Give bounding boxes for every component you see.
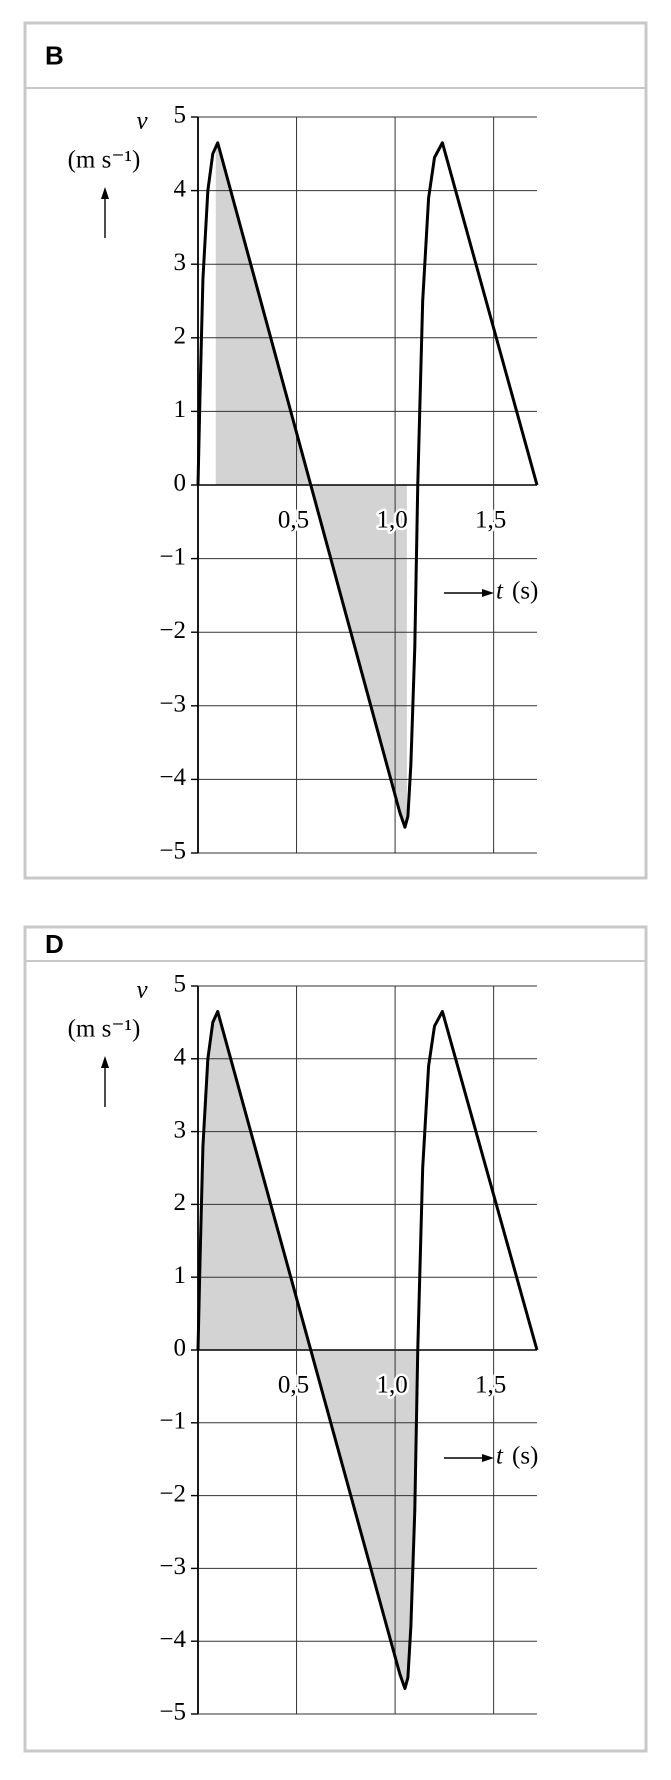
y-tick-label: 3 <box>174 249 187 276</box>
y-tick-label: −5 <box>159 1699 186 1726</box>
y-label: v <box>136 977 148 1004</box>
y-tick-label: 2 <box>174 323 187 350</box>
x-tick-label: 0,5 <box>278 507 309 534</box>
y-tick-label: 4 <box>174 1044 187 1071</box>
y-tick-label: 0 <box>174 1335 187 1362</box>
y-arrow-head <box>101 1056 109 1068</box>
x-arrow-head <box>482 1454 494 1462</box>
y-unit: (m s⁻¹) <box>68 147 141 174</box>
y-tick-label: −5 <box>159 838 186 865</box>
y-arrow-head <box>101 187 109 199</box>
y-tick-label: 3 <box>174 1116 187 1143</box>
panel-frame <box>23 21 648 880</box>
x-arrow-head <box>482 589 494 597</box>
panel-letter: B <box>45 40 64 70</box>
y-tick-label: 4 <box>174 175 187 202</box>
velocity-line <box>196 1009 539 1691</box>
x-tick-label: 1,5 <box>475 507 506 534</box>
y-tick-label: 1 <box>174 396 187 423</box>
y-tick-label: −2 <box>159 1480 186 1507</box>
y-tick-label: −1 <box>159 1408 186 1435</box>
y-tick-label: 2 <box>174 1189 187 1216</box>
panel-letter: D <box>45 929 64 959</box>
x-unit: (s) <box>512 1443 538 1470</box>
y-tick-label: −4 <box>159 1626 186 1653</box>
y-tick-label: −4 <box>159 764 186 791</box>
y-label: v <box>136 108 148 135</box>
x-tick-label: 1,0 <box>376 1372 407 1399</box>
y-unit: (m s⁻¹) <box>68 1016 141 1043</box>
panel-frame <box>23 925 648 1753</box>
y-tick-label: −3 <box>159 1553 186 1580</box>
x-tick-label: 1,5 <box>475 1372 506 1399</box>
x-unit: (s) <box>512 578 538 605</box>
y-tick-label: −2 <box>159 617 186 644</box>
y-tick-label: 1 <box>174 1262 187 1289</box>
x-label: t <box>496 1443 504 1470</box>
x-label: t <box>496 578 504 605</box>
y-tick-label: 5 <box>174 102 187 129</box>
y-tick-label: −3 <box>159 691 186 718</box>
velocity-line <box>196 141 539 829</box>
x-tick-label: 0,5 <box>278 1372 309 1399</box>
x-tick-label: 1,0 <box>376 507 407 534</box>
y-tick-label: −1 <box>159 543 186 570</box>
y-tick-label: 5 <box>174 971 187 998</box>
y-tick-label: 0 <box>174 470 187 497</box>
